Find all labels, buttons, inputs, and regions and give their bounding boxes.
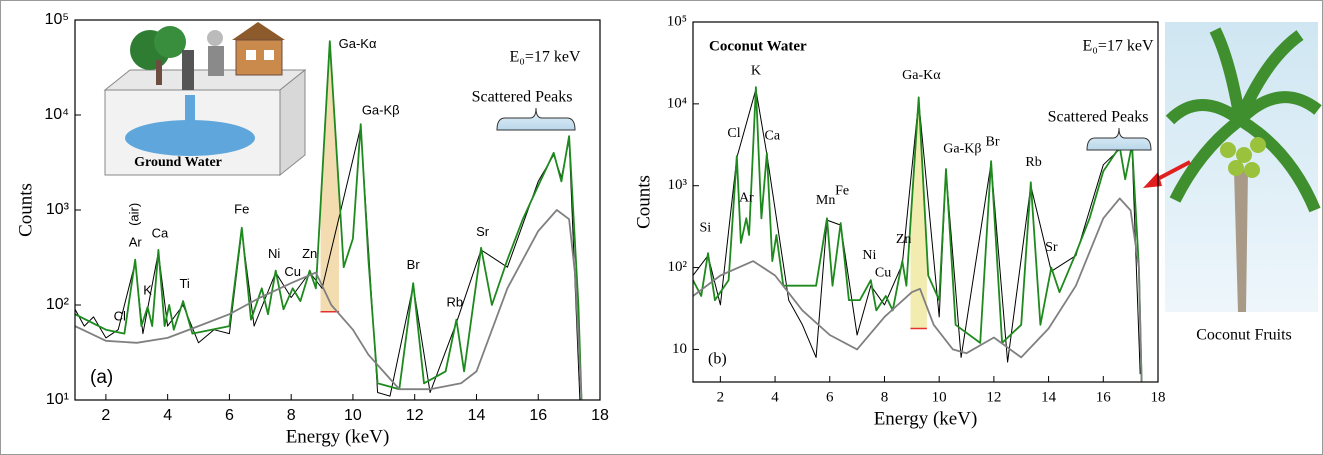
peak-label: Ga-Kα	[902, 68, 941, 83]
chart: 2 4 6 8 10 12 14 16 18 10¹ 10² 10³ 10⁴ 10⁵ Energy (keV…	[15, 11, 609, 447]
highlight-area	[910, 97, 927, 329]
peak-label: Ca	[152, 225, 169, 240]
ground-water-illustration	[103, 22, 307, 177]
chart: 2 4 6 8 10 12 14 16 18 10 10² 10³ 10⁴ 10⁵ Energy (keV)…	[633, 13, 1291, 429]
spectrum-line	[75, 40, 583, 400]
y-tick-label: 10⁴	[44, 106, 69, 123]
peak-label: Fe	[835, 184, 849, 199]
y-axis-label: Counts	[15, 183, 36, 237]
peak-label: Rb	[1025, 155, 1041, 170]
coconut-photo	[1143, 22, 1322, 312]
spectrum-line	[693, 197, 1143, 382]
peak-label: Ti	[179, 276, 189, 291]
inset-label: Coconut Fruits	[1196, 327, 1292, 344]
peak-label: Si	[699, 221, 711, 236]
y-tick-label: 10⁵	[45, 11, 69, 28]
peak-label: Cl	[114, 308, 126, 323]
peak-label: K	[143, 283, 152, 298]
panel-label: (b)	[708, 351, 727, 368]
peak-label: Cu	[284, 264, 301, 279]
bracket-label: Scattered Peaks	[1048, 109, 1149, 126]
peak-label: Sr	[1045, 240, 1058, 255]
x-tick-label: 4	[771, 389, 779, 405]
y-tick-label: 10³	[46, 201, 70, 218]
bracket	[1086, 127, 1152, 151]
peak-label: Ga-Kα	[339, 36, 377, 51]
y-axis-label: Counts	[633, 175, 654, 229]
x-tick-label: 14	[1041, 389, 1057, 405]
peak-label: Ca	[765, 129, 781, 144]
x-tick-label: 16	[1096, 389, 1112, 405]
peak-label: (air)	[127, 203, 142, 226]
y-tick-label: 10³	[668, 177, 688, 193]
peak-label: Fe	[234, 201, 249, 216]
x-tick-label: 10	[344, 407, 362, 424]
inset-label: Ground Water	[134, 155, 222, 170]
bracket	[496, 107, 576, 131]
x-tick-label: 16	[529, 407, 547, 424]
x-tick-label: 18	[1151, 389, 1166, 405]
peak-label: Mn	[816, 193, 835, 208]
spectrum-line	[693, 86, 1143, 382]
spectrum-line	[75, 209, 583, 400]
x-axis-label: Energy (keV)	[286, 426, 390, 447]
peak-label: Ar	[129, 234, 143, 249]
x-tick-label: 6	[826, 389, 834, 405]
x-tick-label: 4	[163, 407, 172, 424]
peak-label: Ar	[739, 191, 754, 206]
y-tick-label: 10⁵	[667, 13, 687, 29]
x-tick-label: 2	[717, 389, 725, 405]
x-axis-label: Energy (keV)	[874, 408, 978, 429]
peak-label: Cu	[875, 266, 891, 281]
peak-label: Ga-Kβ	[943, 141, 981, 156]
y-tick-label: 10²	[668, 259, 688, 275]
x-tick-label: 8	[881, 389, 889, 405]
x-tick-label: 12	[986, 389, 1001, 405]
x-tick-label: 2	[101, 407, 110, 424]
x-tick-label: 6	[225, 407, 234, 424]
panel-label: (a)	[90, 367, 113, 388]
y-tick-label: 10⁴	[667, 95, 687, 111]
peak-label: Zn	[302, 246, 317, 261]
chart-title: Coconut Water	[709, 38, 807, 54]
spectrum-line	[693, 88, 1141, 375]
energy-note: E₀=17 keV	[1082, 38, 1153, 55]
peak-label: Br	[986, 134, 1000, 149]
x-tick-label: 8	[287, 407, 296, 424]
peak-label: Zn	[896, 232, 912, 247]
y-tick-label: 10	[672, 341, 687, 357]
peak-label: Ni	[268, 246, 280, 261]
plot-frame	[692, 21, 1159, 383]
peak-label: Ga-Kβ	[362, 103, 400, 118]
peak-label: Cl	[727, 126, 740, 141]
bracket-label: Scattered Peaks	[472, 89, 573, 106]
peak-label: Rb	[447, 294, 464, 309]
y-tick-label: 10¹	[46, 391, 69, 408]
x-tick-label: 14	[468, 407, 486, 424]
peak-label: Br	[407, 257, 421, 272]
y-tick-label: 10²	[46, 296, 70, 313]
x-tick-label: 12	[406, 407, 424, 424]
x-tick-label: 10	[932, 389, 947, 405]
peak-label: K	[751, 64, 761, 79]
x-tick-label: 18	[591, 407, 609, 424]
peak-label: Sr	[476, 224, 490, 239]
energy-note: E₀=17 keV	[509, 49, 580, 66]
peak-label: Ni	[862, 248, 876, 263]
